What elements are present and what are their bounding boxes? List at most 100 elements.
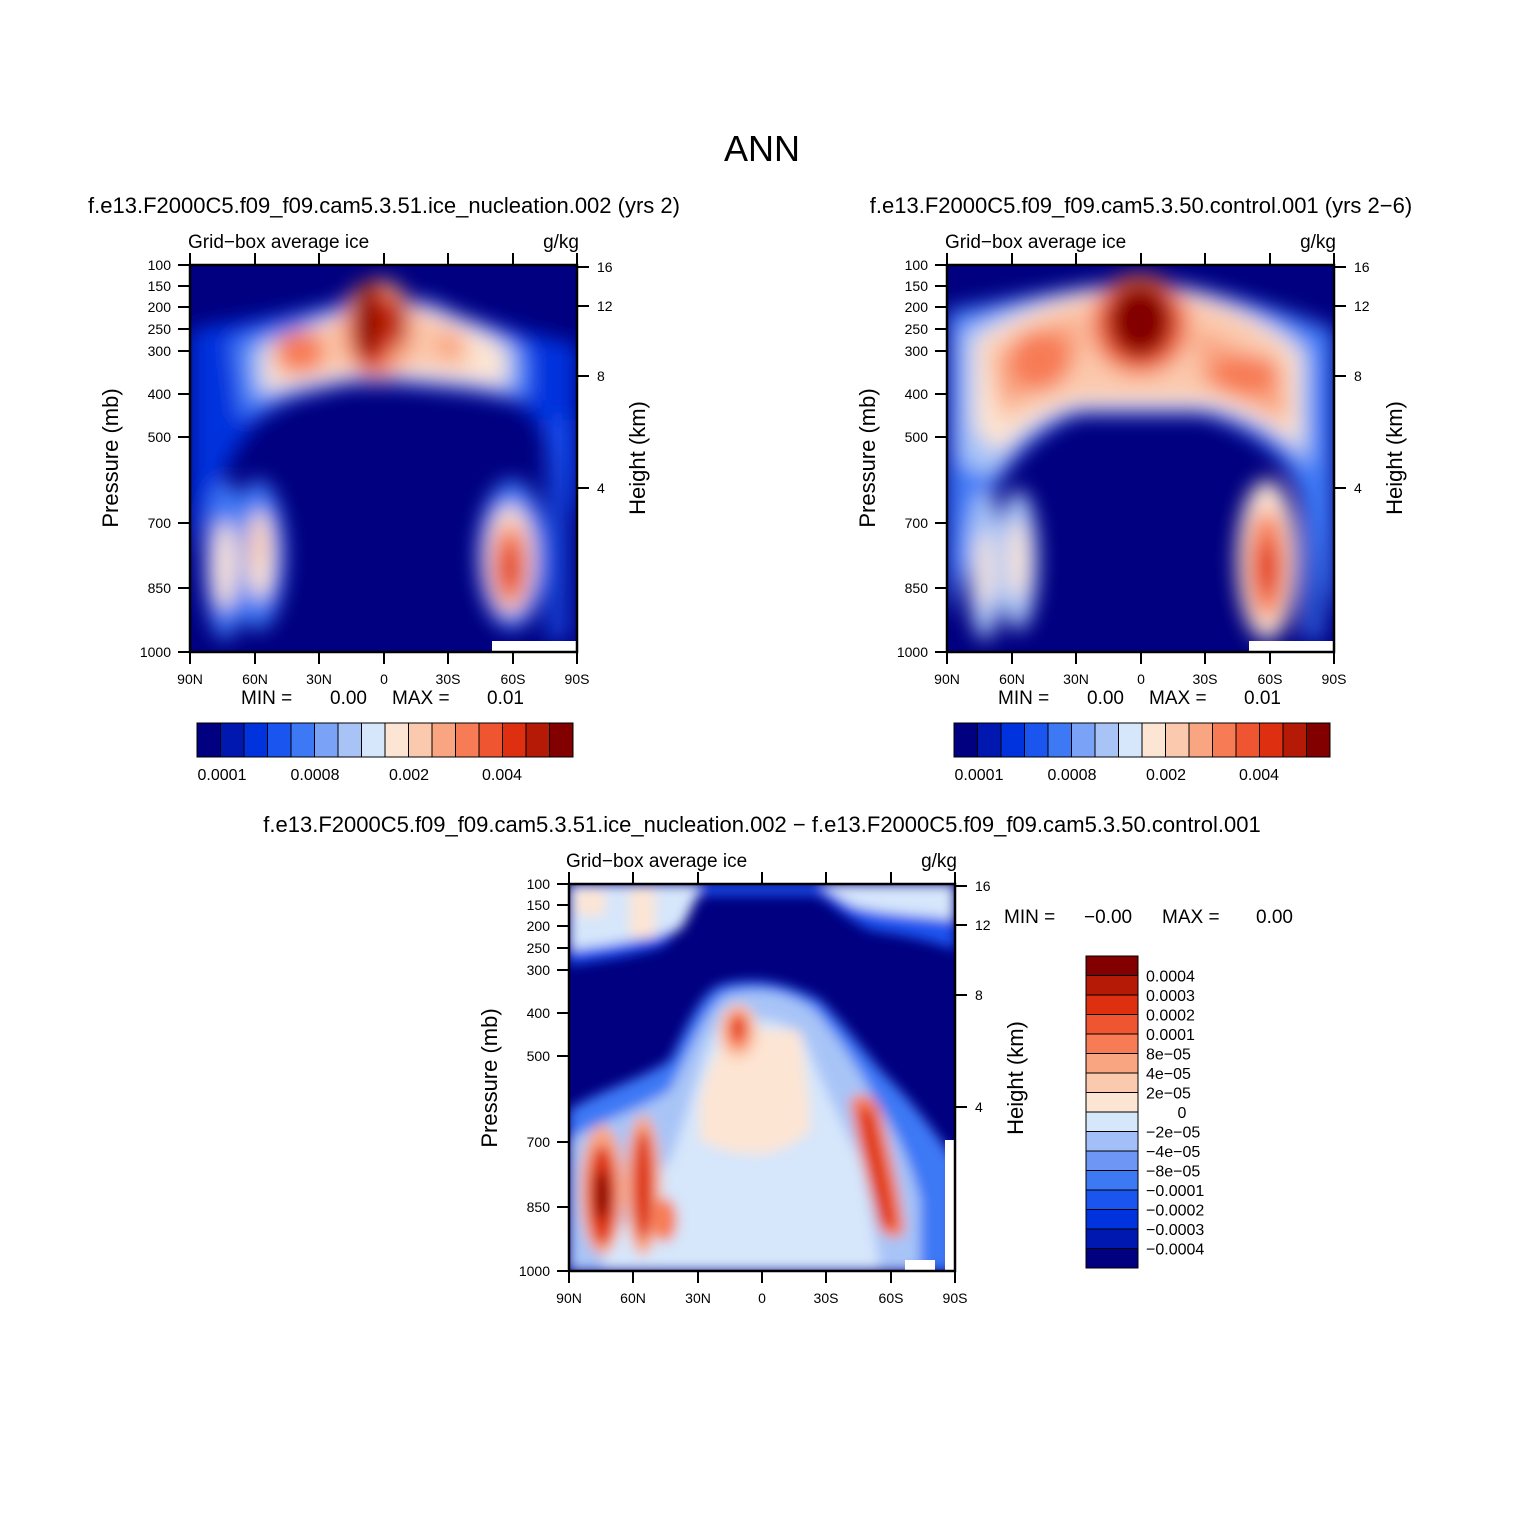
colorbar-swatch [290,722,315,758]
y-tick-label: 500 [148,429,172,445]
min-value: 0.00 [330,688,367,709]
colorbar-swatch [1085,1228,1139,1249]
colorbar-label: −0.0003 [1146,1222,1204,1239]
x-tick-label: 0 [758,1290,766,1306]
colorbar-swatch [1085,1053,1139,1074]
colorbar-label: −0.0002 [1146,1203,1204,1220]
units-label: g/kg [1300,232,1336,253]
y-tick-label: 150 [148,278,172,294]
height-tick-label: 16 [1354,259,1370,275]
colorbar-swatch [1282,722,1307,758]
colorbar-swatch [1235,722,1260,758]
colorbar-swatch [1118,722,1143,758]
y-tick-label: 700 [148,515,172,531]
colorbar-swatch [953,722,978,758]
x-tick-label: 90N [556,1290,582,1306]
colorbar-label: 0 [1178,1105,1187,1122]
contour-field [569,884,955,1271]
units-label: g/kg [921,851,957,872]
y-tick-label: 1000 [897,644,928,660]
variable-label: Grid−box average ice [188,232,369,253]
case-title: f.e13.F2000C5.f09_f09.cam5.3.51.ice_nucl… [263,812,1260,837]
colorbar-swatch [1000,722,1025,758]
x-tick-label: 90S [1322,671,1347,687]
height-tick-label: 8 [597,368,605,384]
y-tick-label: 400 [905,386,929,402]
x-tick-label: 30S [1193,671,1218,687]
colorbar-swatch [478,722,503,758]
colorbar-swatch [502,722,527,758]
colorbar-swatch [1085,1014,1139,1035]
colorbar-label: 0.002 [1146,767,1186,784]
max-value: 0.00 [1256,907,1293,928]
colorbar-label: −0.0004 [1146,1242,1204,1259]
x-tick-label: 60N [620,1290,646,1306]
y-tick-label: 500 [905,429,929,445]
x-tick-label: 90N [934,671,960,687]
colorbar-swatch [1024,722,1049,758]
case-title: f.e13.F2000C5.f09_f09.cam5.3.51.ice_nucl… [88,193,680,218]
colorbar-label: −8e−05 [1146,1164,1200,1181]
colorbar-swatch [196,722,221,758]
units-label: g/kg [543,232,579,253]
colorbar-label: −2e−05 [1146,1125,1200,1142]
colorbar-swatch [525,722,550,758]
y-tick-label: 150 [527,897,551,913]
colorbar-swatch [549,722,574,758]
y-tick-label: 250 [527,940,551,956]
y-tick-label: 500 [527,1048,551,1064]
colorbar-swatch [1094,722,1119,758]
y-axis-right-label: Height (km) [1382,401,1407,515]
colorbar-label: 0.002 [389,767,429,784]
colorbar-swatch [1085,1150,1139,1171]
height-tick-label: 16 [597,259,613,275]
y-axis-right-label: Height (km) [625,401,650,515]
y-tick-label: 300 [527,962,551,978]
colorbar-swatch [1212,722,1237,758]
colorbar-swatch [1085,975,1139,996]
colorbar-swatch [361,722,386,758]
max-value: 0.01 [487,688,524,709]
colorbar-swatch [220,722,245,758]
colorbar-label: 0.0003 [1146,988,1195,1005]
y-tick-label: 200 [905,299,929,315]
x-tick-label: 30S [814,1290,839,1306]
colorbar-vertical [1085,955,1139,1269]
colorbar-swatch [977,722,1002,758]
y-tick-label: 850 [148,580,172,596]
x-tick-label: 0 [1137,671,1145,687]
y-tick-label: 100 [527,876,551,892]
max-label: MAX = [1149,688,1207,709]
y-axis-right-label: Height (km) [1003,1021,1028,1135]
colorbar-swatch [1085,1092,1139,1113]
colorbar-swatch [1085,1131,1139,1152]
colorbar-swatch [408,722,433,758]
colorbar [953,722,1331,758]
colorbar-swatch [1071,722,1096,758]
colorbar-swatch [431,722,456,758]
y-tick-label: 250 [905,321,929,337]
colorbar-swatch [1085,1170,1139,1191]
max-value: 0.01 [1244,688,1281,709]
y-tick-label: 100 [905,257,929,273]
colorbar-label: −4e−05 [1146,1144,1200,1161]
x-tick-label: 0 [380,671,388,687]
colorbar-swatch [243,722,268,758]
colorbar-label: 4e−05 [1146,1066,1191,1083]
y-tick-label: 700 [527,1134,551,1150]
y-tick-label: 300 [905,343,929,359]
colorbar-swatch [1085,1111,1139,1132]
variable-label: Grid−box average ice [566,851,747,872]
x-tick-label: 30N [1063,671,1089,687]
y-tick-label: 300 [148,343,172,359]
colorbar [196,722,574,758]
variable-label: Grid−box average ice [945,232,1126,253]
colorbar-swatch [1259,722,1284,758]
x-tick-label: 60N [242,671,268,687]
height-tick-label: 4 [975,1099,983,1115]
y-tick-label: 100 [148,257,172,273]
x-tick-label: 60N [999,671,1025,687]
height-tick-label: 8 [1354,368,1362,384]
height-tick-label: 12 [597,298,613,314]
y-axis-label: Pressure (mb) [98,388,123,527]
